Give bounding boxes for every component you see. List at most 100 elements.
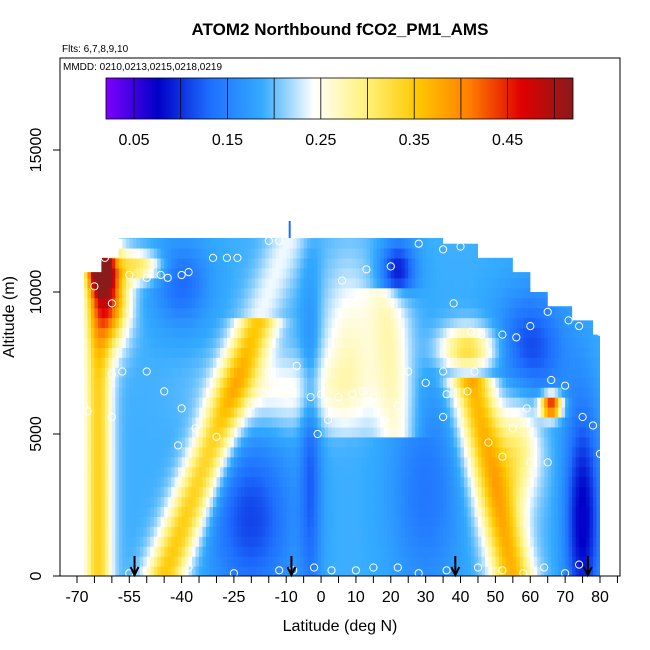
curtain-cell: [408, 407, 413, 418]
curtain-cell: [568, 287, 573, 299]
curtain-cell: [533, 556, 538, 567]
curtain-cell: [87, 426, 92, 438]
curtain-cell: [474, 397, 479, 408]
curtain-cell: [314, 238, 319, 249]
curtain-cell: [314, 407, 319, 418]
curtain-cell: [404, 307, 409, 319]
curtain-cell: [457, 287, 462, 299]
curtain-cell: [565, 476, 570, 488]
curtain-cell: [87, 238, 92, 239]
curtain-cell: [143, 347, 148, 358]
curtain-cell: [457, 466, 462, 478]
curtain-cell: [237, 397, 242, 408]
curtain-cell: [164, 387, 169, 398]
curtain-cell: [457, 267, 462, 279]
curtain-cell: [348, 397, 354, 408]
curtain-cell: [317, 486, 322, 498]
curtain-cell: [554, 337, 559, 348]
curtain-cell: [537, 426, 542, 438]
curtain-cell: [443, 486, 448, 498]
curtain-cell: [122, 238, 127, 249]
curtain-cell: [540, 357, 545, 368]
curtain-cell: [495, 357, 500, 368]
curtain-cell: [310, 387, 315, 398]
curtain-cell: [171, 516, 176, 527]
curtain-cell: [530, 257, 535, 269]
curtain-cell: [275, 556, 280, 567]
curtain-cell: [307, 516, 312, 527]
curtain-cell: [195, 466, 200, 478]
curtain-cell: [341, 436, 347, 448]
curtain-cell: [394, 546, 399, 557]
curtain-cell: [181, 546, 186, 557]
curtain-cell: [160, 446, 165, 458]
curtain-cell: [450, 367, 455, 378]
curtain-cell: [373, 436, 378, 448]
curtain-cell: [265, 267, 270, 279]
curtain-cell: [474, 267, 479, 279]
curtain-cell: [328, 387, 333, 398]
curtain-cell: [104, 496, 109, 508]
curtain-cell: [331, 277, 336, 289]
curtain-cell: [530, 407, 535, 418]
curtain-cell: [523, 317, 528, 329]
curtain-cell: [512, 367, 517, 378]
curtain-cell: [394, 556, 399, 567]
curtain-cell: [359, 307, 364, 319]
curtain-cell: [533, 546, 538, 557]
curtain-cell: [359, 446, 364, 458]
curtain-cell: [369, 556, 374, 567]
curtain-cell: [338, 317, 343, 329]
curtain-cell: [125, 416, 130, 428]
curtain-cell: [212, 337, 218, 348]
curtain-cell: [474, 238, 479, 249]
curtain-cell: [537, 238, 542, 249]
curtain-cell: [397, 327, 402, 339]
curtain-cell: [394, 506, 399, 517]
curtain-cell: [157, 476, 162, 488]
curtain-cell: [477, 526, 483, 537]
curtain-cell: [275, 377, 280, 388]
curtain-cell: [251, 317, 256, 329]
curtain-cell: [436, 506, 441, 517]
curtain-cell: [488, 287, 493, 299]
curtain-cell: [488, 337, 493, 348]
curtain-cell: [328, 347, 333, 358]
curtain-cell: [460, 337, 465, 348]
curtain-cell: [376, 277, 381, 289]
curtain-cell: [185, 287, 190, 299]
curtain-cell: [209, 397, 214, 408]
curtain-cell: [289, 516, 294, 527]
curtain-cell: [380, 327, 385, 339]
curtain-cell: [240, 367, 245, 378]
curtain-cell: [460, 317, 465, 329]
curtain-cell: [94, 307, 99, 319]
curtain-cell: [568, 257, 573, 269]
curtain-cell: [230, 516, 235, 527]
curtain-cell: [199, 486, 204, 498]
curtain-cell: [436, 536, 441, 547]
curtain-cell: [275, 416, 280, 428]
curtain-cell: [540, 416, 545, 428]
curtain-cell: [422, 397, 427, 408]
curtain-cell: [167, 476, 172, 488]
curtain-cell: [422, 347, 427, 358]
curtain-cell: [519, 397, 524, 408]
curtain-cell: [233, 347, 238, 358]
curtain-cell: [429, 357, 434, 368]
curtain-cell: [279, 416, 284, 428]
curtain-cell: [115, 337, 120, 348]
curtain-cell: [530, 267, 535, 279]
curtain-cell: [286, 536, 291, 547]
curtain-cell: [366, 397, 371, 408]
curtain-cell: [568, 397, 573, 408]
curtain-cell: [359, 297, 364, 309]
curtain-cell: [171, 238, 176, 249]
curtain-cell: [143, 516, 148, 527]
curtain-cell: [373, 277, 378, 289]
curtain-cell: [533, 287, 538, 299]
curtain-cell: [519, 257, 524, 269]
curtain-cell: [101, 327, 106, 339]
curtain-cell: [251, 357, 256, 368]
curtain-cell: [439, 416, 444, 428]
